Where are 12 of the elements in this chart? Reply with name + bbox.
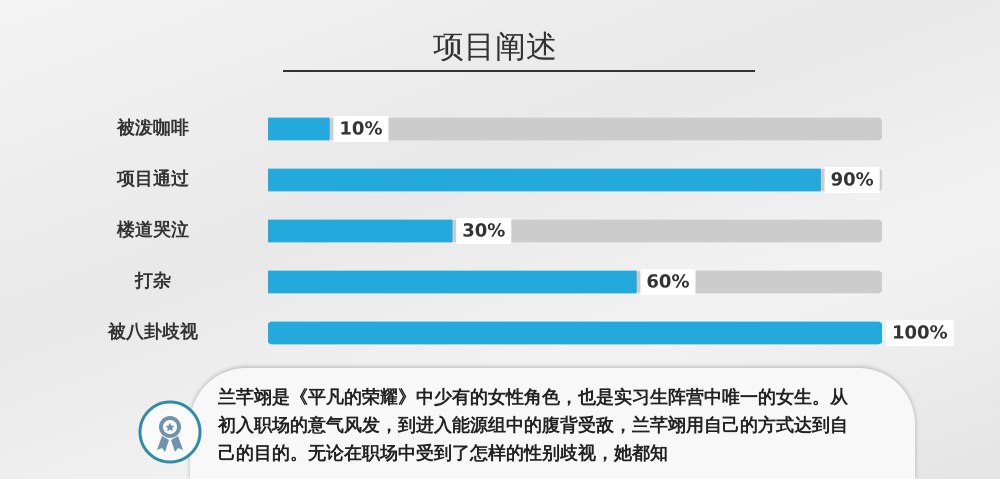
y-tick-label: 楼道哭泣 [116,220,189,241]
data-label: 10% [339,118,382,140]
y-tick-label: 打杂 [134,270,171,292]
data-label: 60% [646,272,690,293]
data-label: 100% [892,322,948,344]
text: 兰芊翊是《平凡的荣耀》中少有的女性角色，也是实习生阵营中唯一的女生。从初入职场的意气风发，到进入能源组中的腹背受敌，兰芊翊用自己的方式达到自己的目的。无论在职场中受到了怎样的性别歧视，她都知 [218,386,849,465]
chart-title: 项目阐述 [432,28,558,67]
y-tick-label: 被八卦歧视 [107,322,198,343]
data-label: 30% [462,220,506,242]
data-label: 90% [830,170,874,191]
y-tick-label: 项目通过 [116,168,190,190]
y-tick-label: 被泼咖啡 [116,118,189,139]
